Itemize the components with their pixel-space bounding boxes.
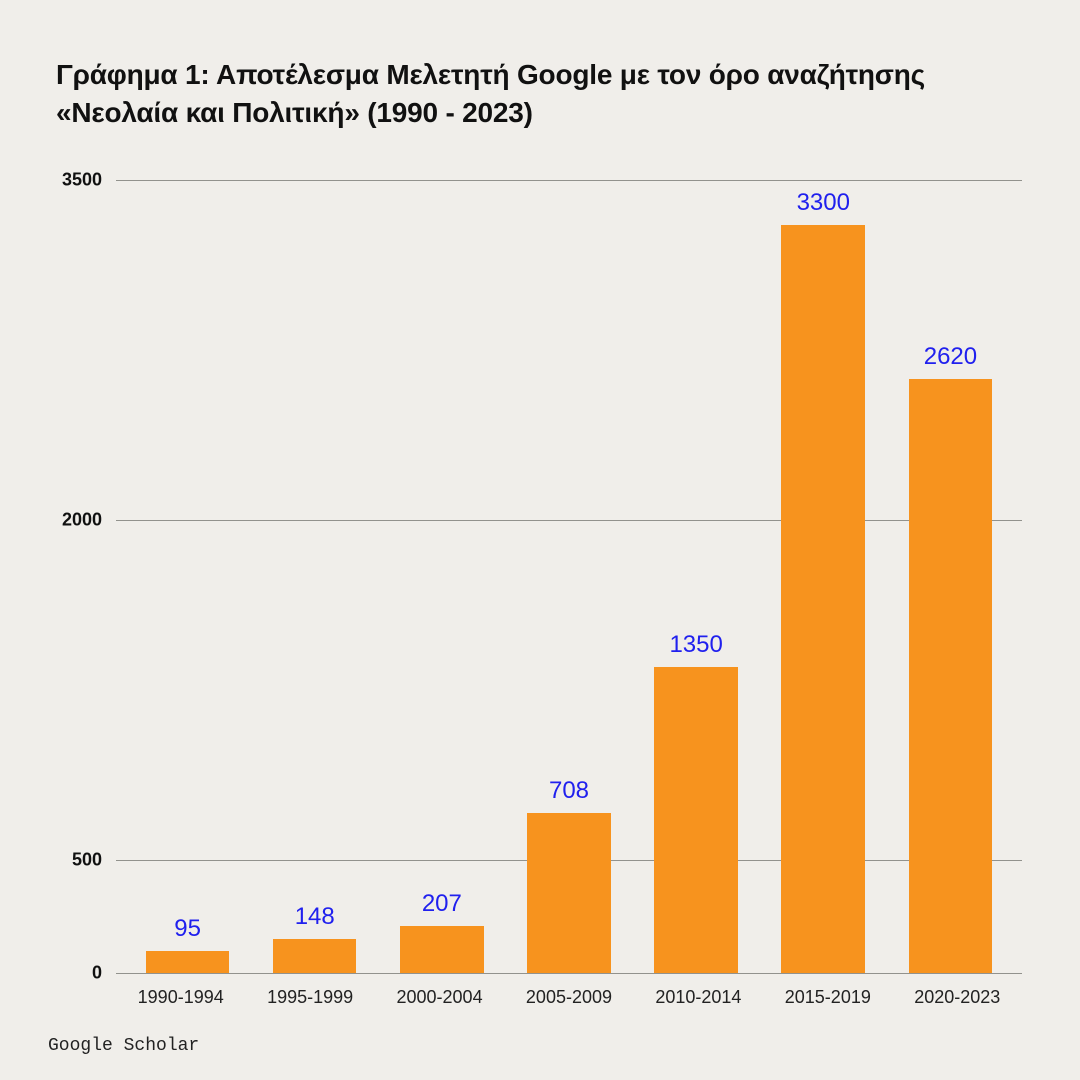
x-tick-label: 1990-1994 bbox=[116, 987, 245, 1008]
bar bbox=[654, 667, 738, 973]
x-tick-label: 2000-2004 bbox=[375, 987, 504, 1008]
bar-wrap: 3300 bbox=[760, 180, 887, 973]
x-tick-label: 2020-2023 bbox=[893, 987, 1022, 1008]
bar-value-label: 148 bbox=[295, 903, 335, 931]
bar bbox=[146, 951, 230, 973]
bar-wrap: 207 bbox=[378, 180, 505, 973]
bar-value-label: 1350 bbox=[669, 631, 722, 659]
x-tick-label: 1995-1999 bbox=[245, 987, 374, 1008]
bar bbox=[909, 379, 993, 973]
bar-value-label: 2620 bbox=[924, 343, 977, 371]
source-label: Google Scholar bbox=[48, 1036, 1032, 1056]
bar bbox=[400, 926, 484, 973]
bar-value-label: 207 bbox=[422, 890, 462, 918]
bars-group: 95 148 207 708 1350 3300 2620 bbox=[116, 180, 1022, 973]
chart-title: Γράφημα 1: Αποτέλεσμα Μελετητή Google με… bbox=[56, 56, 1032, 132]
bar bbox=[527, 813, 611, 973]
chart-area: 050020003500 95148207708135033002620 bbox=[56, 180, 1032, 973]
chart-container: Γράφημα 1: Αποτέλεσμα Μελετητή Google με… bbox=[0, 0, 1080, 1080]
x-axis: 1990-19941995-19992000-20042005-20092010… bbox=[56, 987, 1032, 1008]
bar bbox=[273, 939, 357, 973]
y-axis: 050020003500 bbox=[56, 180, 116, 973]
bar-value-label: 3300 bbox=[797, 189, 850, 217]
bar-value-label: 708 bbox=[549, 777, 589, 805]
y-tick-label: 0 bbox=[92, 963, 102, 984]
y-tick-label: 2000 bbox=[62, 509, 102, 530]
bar-wrap: 1350 bbox=[633, 180, 760, 973]
bar-wrap: 148 bbox=[251, 180, 378, 973]
x-tick-label: 2010-2014 bbox=[634, 987, 763, 1008]
gridline bbox=[116, 973, 1022, 974]
x-tick-label: 2005-2009 bbox=[504, 987, 633, 1008]
bar-wrap: 2620 bbox=[887, 180, 1014, 973]
bar-wrap: 708 bbox=[505, 180, 632, 973]
plot-area: 95 148 207 708 1350 3300 2620 bbox=[116, 180, 1032, 973]
bar-value-label: 95 bbox=[174, 915, 201, 943]
y-tick-label: 500 bbox=[72, 849, 102, 870]
x-tick-label: 2015-2019 bbox=[763, 987, 892, 1008]
bar bbox=[781, 225, 865, 973]
y-tick-label: 3500 bbox=[62, 169, 102, 190]
bar-wrap: 95 bbox=[124, 180, 251, 973]
